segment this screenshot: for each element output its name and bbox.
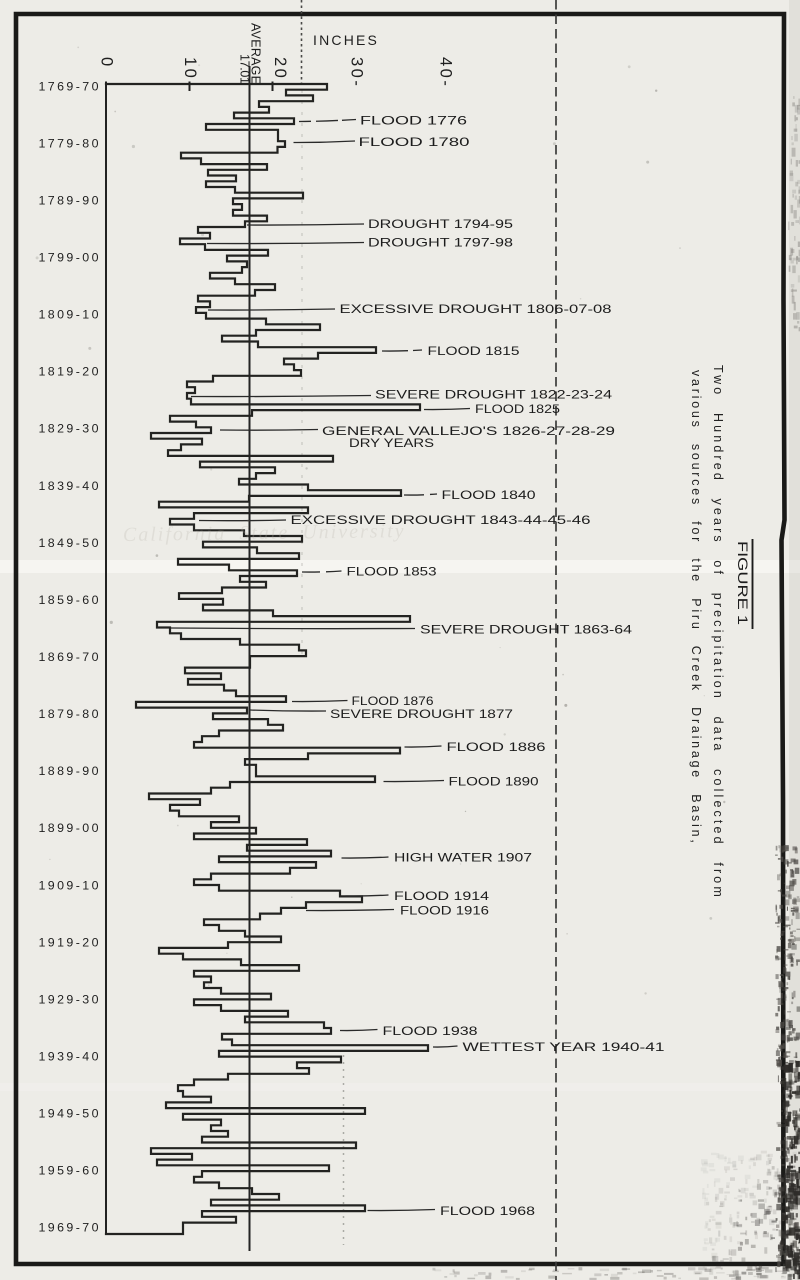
svg-text:1879-80: 1879-80 <box>39 707 99 721</box>
svg-text:EXCESSIVE DROUGHT 1843-44-4: EXCESSIVE DROUGHT 1843-44-45-46 <box>291 513 591 527</box>
svg-text:FLOOD 1876: FLOOD 1876 <box>352 694 434 708</box>
svg-text:1959-60: 1959-60 <box>39 1164 99 1178</box>
svg-text:California State University: California State University <box>123 520 406 546</box>
svg-text:1779-80: 1779-80 <box>39 136 99 150</box>
svg-text:Two Hundred years of precipita: Two Hundred years of precipitation data … <box>711 365 725 898</box>
svg-text:WETTEST YEAR 1940-41: WETTEST YEAR 1940-41 <box>463 1040 665 1054</box>
svg-text:1809-10: 1809-10 <box>39 308 99 322</box>
svg-text:1829-30: 1829-30 <box>39 422 99 436</box>
svg-text:30-: 30- <box>347 57 365 88</box>
svg-text:1789-90: 1789-90 <box>39 193 99 207</box>
svg-text:1889-90: 1889-90 <box>39 764 99 778</box>
svg-text:1869-70: 1869-70 <box>39 650 99 664</box>
svg-text:FLOOD 1825: FLOOD 1825 <box>475 402 560 416</box>
svg-text:various sources for the Piru C: various sources for the Piru Creek Drain… <box>689 370 703 844</box>
svg-text:SEVERE DROUGHT 1877: SEVERE DROUGHT 1877 <box>330 707 513 721</box>
svg-text:FLOOD 1886: FLOOD 1886 <box>447 740 546 754</box>
svg-text:1849-50: 1849-50 <box>39 536 99 550</box>
svg-text:1919-20: 1919-20 <box>39 935 99 949</box>
svg-text:FLOOD 1853: FLOOD 1853 <box>347 564 437 578</box>
svg-text:FLOOD 1840: FLOOD 1840 <box>442 488 536 502</box>
svg-text:FLOOD 1916: FLOOD 1916 <box>400 904 489 918</box>
svg-text:DRY YEARS: DRY YEARS <box>349 436 434 450</box>
svg-text:FLOOD 1776: FLOOD 1776 <box>360 113 467 127</box>
svg-text:1909-10: 1909-10 <box>39 878 99 892</box>
svg-text:1949-50: 1949-50 <box>39 1107 99 1121</box>
svg-text:10: 10 <box>181 57 199 80</box>
svg-text:SEVERE DROUGHT 1822-23-24: SEVERE DROUGHT 1822-23-24 <box>375 387 612 401</box>
svg-text:17.01: 17.01 <box>238 54 252 84</box>
svg-text:FLOOD 1815: FLOOD 1815 <box>428 344 520 358</box>
svg-text:FLOOD 1890: FLOOD 1890 <box>449 775 539 789</box>
svg-text:FLOOD 1968: FLOOD 1968 <box>440 1204 535 1218</box>
svg-text:1769-70: 1769-70 <box>39 79 99 93</box>
svg-text:0: 0 <box>97 57 115 69</box>
svg-text:INCHES: INCHES <box>313 32 379 48</box>
svg-text:FLOOD 1780: FLOOD 1780 <box>359 135 470 149</box>
svg-text:1859-60: 1859-60 <box>39 593 99 607</box>
svg-text:AVERAGE: AVERAGE <box>249 23 263 84</box>
svg-text:1929-30: 1929-30 <box>39 992 99 1006</box>
svg-text:1899-00: 1899-00 <box>39 821 99 835</box>
svg-text:1939-40: 1939-40 <box>39 1050 99 1064</box>
svg-text:1839-40: 1839-40 <box>39 479 99 493</box>
svg-text:20: 20 <box>271 57 289 80</box>
svg-text:1969-70: 1969-70 <box>39 1221 99 1235</box>
svg-text:DROUGHT 1794-95: DROUGHT 1794-95 <box>368 217 513 231</box>
svg-text:FIGURE 1: FIGURE 1 <box>735 541 750 625</box>
svg-text:HIGH WATER 1907: HIGH WATER 1907 <box>394 850 532 864</box>
svg-text:GENERAL VALLEJO'S 1826-27-: GENERAL VALLEJO'S 1826-27-28-29 <box>322 424 615 438</box>
svg-text:40-: 40- <box>436 57 454 88</box>
svg-text:1799-00: 1799-00 <box>39 251 99 265</box>
svg-text:EXCESSIVE DROUGHT 1806-07-08: EXCESSIVE DROUGHT 1806-07-08 <box>340 302 612 316</box>
svg-text:FLOOD 1938: FLOOD 1938 <box>383 1024 478 1038</box>
svg-text:FLOOD 1914: FLOOD 1914 <box>394 889 489 903</box>
svg-text:1819-20: 1819-20 <box>39 365 99 379</box>
svg-text:DROUGHT 1797-98: DROUGHT 1797-98 <box>368 235 513 249</box>
svg-text:SEVERE DROUGHT 1863-64: SEVERE DROUGHT 1863-64 <box>420 622 632 636</box>
